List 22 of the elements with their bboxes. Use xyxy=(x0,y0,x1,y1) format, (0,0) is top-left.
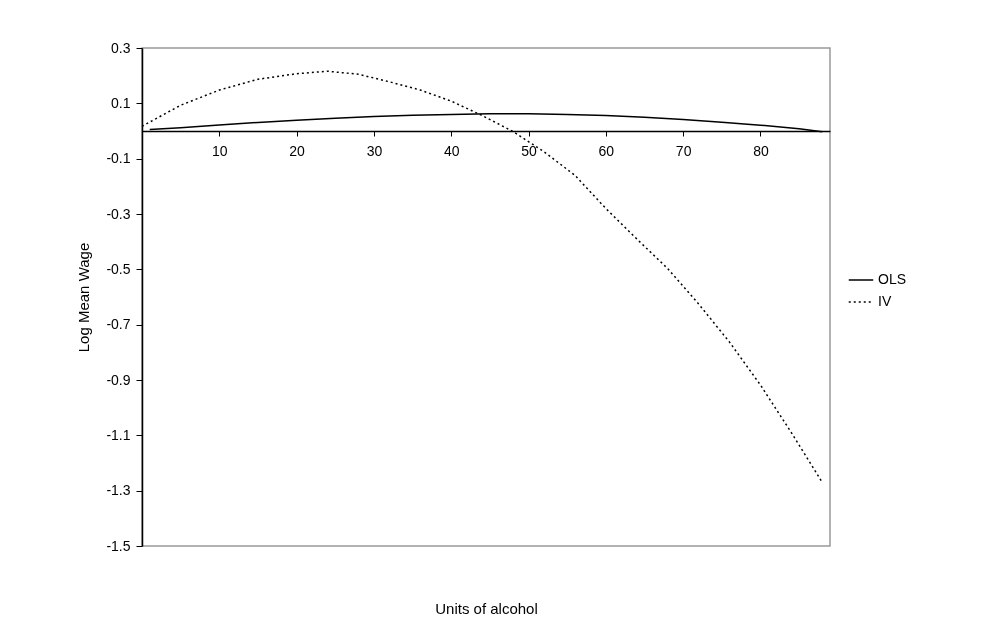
y-tick-label: -0.7 xyxy=(106,316,131,333)
x-tick-label: 60 xyxy=(598,142,615,159)
x-tick-label: 30 xyxy=(366,142,383,159)
legend-label: IV xyxy=(878,293,892,309)
y-tick-label: -1.1 xyxy=(106,426,131,443)
y-axis-title: Log Mean Wage xyxy=(75,242,93,353)
legend-label: OLS xyxy=(878,271,907,287)
y-tick-label: 0.1 xyxy=(111,94,131,111)
x-axis-title: Units of alcohol xyxy=(435,599,538,617)
y-tick-label: -0.9 xyxy=(106,371,131,388)
y-tick-label: -1.5 xyxy=(106,537,131,554)
y-tick-label: 0.3 xyxy=(111,39,131,56)
y-tick-label: -0.5 xyxy=(106,260,131,277)
x-tick-label: 50 xyxy=(521,142,538,159)
y-tick-label: -0.3 xyxy=(106,205,131,222)
x-tick-label: 70 xyxy=(675,142,692,159)
x-tick-label: 80 xyxy=(753,142,769,159)
x-tick-label: 20 xyxy=(289,142,306,159)
x-tick-label: 10 xyxy=(212,142,228,159)
x-tick-label: 40 xyxy=(443,142,460,159)
y-tick-label: -0.1 xyxy=(106,150,131,167)
y-tick-label: -1.3 xyxy=(106,482,131,499)
